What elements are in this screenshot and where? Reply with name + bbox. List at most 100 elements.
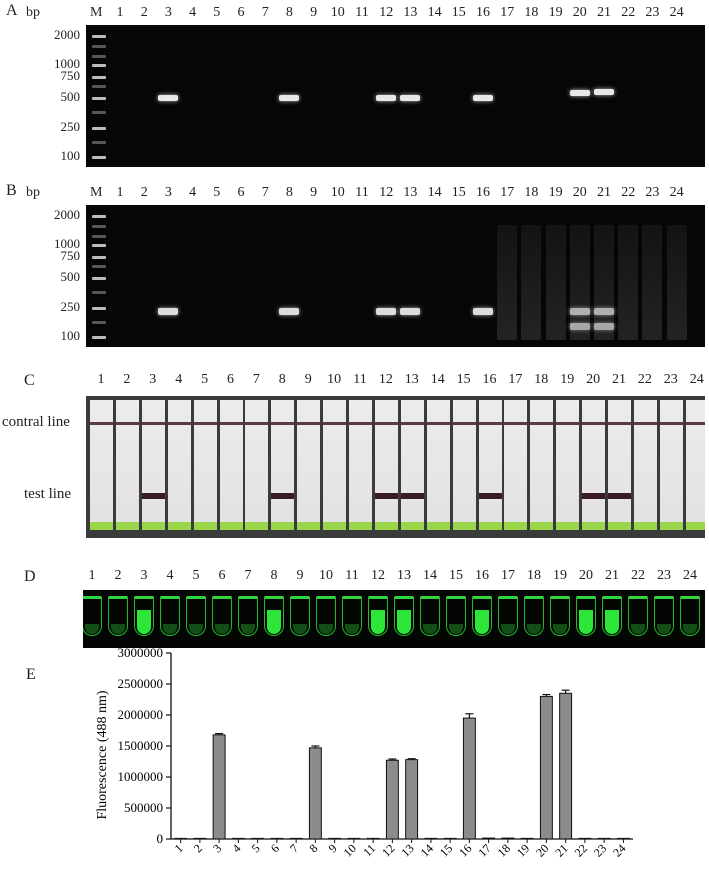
dna-band — [400, 95, 421, 101]
lane-number: 14 — [423, 568, 437, 583]
control-band — [478, 422, 502, 425]
y-tick-label: 1000000 — [118, 769, 164, 784]
test-strip — [323, 400, 347, 530]
sample-pad — [633, 522, 657, 530]
tube-fluid — [345, 624, 359, 634]
lane-number: 8 — [285, 5, 293, 20]
sample-pad — [245, 522, 269, 530]
control-band — [504, 422, 528, 425]
sample-pad — [349, 522, 372, 530]
bar — [366, 837, 380, 840]
ladder-band — [92, 76, 106, 79]
x-tick-label: 19 — [514, 841, 532, 859]
control-band — [530, 422, 554, 425]
sample-pad — [271, 522, 295, 530]
bar — [405, 759, 419, 840]
lane-number: 12 — [371, 568, 385, 583]
lane-number: 24 — [669, 185, 684, 200]
sample-pad — [608, 522, 631, 530]
bar — [347, 837, 361, 840]
control-band — [349, 422, 372, 425]
ladder-size-label: 750 — [60, 248, 81, 263]
lane-number: 13 — [404, 372, 419, 387]
lane-number: 15 — [451, 185, 466, 200]
test-strip — [400, 400, 424, 530]
test-strip — [478, 400, 502, 530]
pcr-tube — [524, 596, 544, 636]
dna-band-lower — [594, 323, 614, 330]
ladder-band-minor — [92, 55, 106, 58]
dna-band — [376, 308, 397, 315]
lane-number: 24 — [669, 5, 684, 20]
bar — [578, 837, 592, 840]
tube-fluid — [267, 610, 281, 634]
test-strip — [141, 400, 165, 530]
lane-number: 7 — [261, 5, 269, 20]
control-band — [608, 422, 631, 425]
tube-fluid — [501, 624, 515, 634]
ladder-band-minor — [92, 85, 106, 88]
lane-smear — [642, 225, 663, 340]
x-tick-label: 10 — [341, 841, 359, 859]
tube-fluid — [605, 610, 619, 634]
x-tick-label: 14 — [418, 841, 436, 859]
pcr-tube — [160, 596, 180, 636]
lane-number: 1 — [116, 5, 124, 20]
ladder-size-label: 750 — [60, 68, 81, 83]
tube-fluid — [293, 624, 307, 634]
ladder-band-minor — [92, 265, 106, 268]
lane-number: 10 — [327, 372, 342, 387]
lane-number: 14 — [427, 185, 442, 200]
control-band — [582, 422, 606, 425]
bp-label-a: bp — [26, 5, 40, 20]
lane-number: 16 — [476, 185, 490, 200]
sample-pad — [193, 522, 217, 530]
lane-number: 8 — [278, 372, 286, 387]
sample-pad — [478, 522, 502, 530]
marker-label-a: M — [90, 5, 103, 20]
sample-pad — [452, 522, 476, 530]
lane-number: 4 — [189, 5, 197, 20]
lane-number: 1 — [97, 372, 105, 387]
tube-fluid — [111, 624, 125, 634]
sample-pad — [400, 522, 424, 530]
sample-pad — [582, 522, 606, 530]
lane-number: 2 — [140, 185, 148, 200]
tube-fluid — [241, 624, 255, 634]
test-strip — [245, 400, 269, 530]
lane-number: 5 — [213, 185, 221, 200]
lane-number: 3 — [164, 5, 172, 20]
lane-smear — [666, 225, 687, 340]
dna-band — [158, 308, 179, 315]
tube-fluid — [527, 624, 541, 634]
y-tick-label: 500000 — [124, 800, 163, 815]
test-strip — [608, 400, 631, 530]
lane-smear — [545, 225, 566, 340]
lane-number: 23 — [657, 568, 671, 583]
lane-smear — [618, 225, 639, 340]
lane-number: 20 — [586, 372, 601, 387]
bar — [597, 837, 611, 840]
lane-number: 6 — [227, 372, 234, 387]
lane-number: 15 — [456, 372, 471, 387]
lane-number: 4 — [189, 185, 197, 200]
tube-fluid — [215, 624, 229, 634]
lane-number: 6 — [218, 568, 226, 583]
dna-band-lower — [569, 323, 590, 330]
lane-number: 7 — [244, 568, 252, 583]
x-tick-label: 21 — [552, 841, 570, 859]
lane-number: 13 — [403, 5, 418, 20]
pcr-tube — [186, 596, 206, 636]
pcr-tube — [134, 596, 154, 636]
lane-number: 1 — [116, 185, 124, 200]
x-tick-label: 13 — [398, 841, 416, 859]
lane-number: 12 — [378, 372, 393, 387]
x-tick-label: 1 — [172, 841, 186, 855]
lane-number: 15 — [451, 5, 466, 20]
sample-pad — [685, 522, 705, 530]
lane-number: 14 — [430, 372, 445, 387]
sample-pad — [90, 522, 113, 530]
lane-number: 5 — [213, 5, 221, 20]
sample-pad — [556, 522, 580, 530]
x-tick-label: 17 — [475, 841, 493, 859]
